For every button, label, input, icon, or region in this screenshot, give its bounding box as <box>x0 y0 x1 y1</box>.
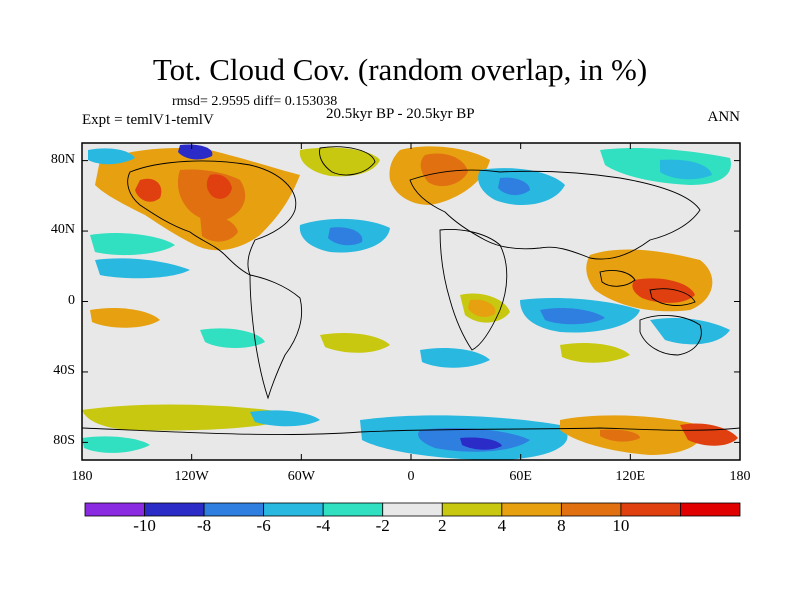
latitude-tick-label: 0 <box>68 292 75 308</box>
anomaly-patch <box>540 307 605 325</box>
colorbar-box <box>560 502 622 517</box>
anomaly-patch <box>135 178 162 202</box>
colorbar-tick-label: 8 <box>557 516 566 535</box>
map-title: Tot. Cloud Cov. (random overlap, in %) <box>152 52 648 87</box>
colorbar-box <box>84 502 145 517</box>
anomaly-patch <box>498 177 530 196</box>
colorbar-tick-label: 4 <box>497 516 507 535</box>
colorbar-box <box>263 502 324 517</box>
longitude-tick-label: 0 <box>407 469 415 484</box>
colorbar-tick-label: -6 <box>256 516 271 535</box>
latitude-tick-label: 40S <box>53 362 75 378</box>
colorbar-box <box>680 502 741 517</box>
period-label: 20.5kyr BP - 20.5kyr BP <box>326 106 475 122</box>
coastline <box>127 160 297 276</box>
colorbar-tick-label: 2 <box>438 516 447 535</box>
anomaly-patch <box>650 318 730 345</box>
anomaly-patch <box>82 404 300 431</box>
anomaly-patch <box>460 437 502 450</box>
anomaly-patch <box>95 258 190 279</box>
coastline <box>249 274 303 400</box>
longitude-tick-label: 180 <box>729 469 751 484</box>
anomaly-patch <box>420 348 490 368</box>
colorbar-box <box>322 502 384 517</box>
coastline <box>319 146 376 176</box>
coastline <box>82 427 740 435</box>
latitude-tick-label: 80N <box>50 151 75 167</box>
longitude-tick-label: 120E <box>615 469 646 484</box>
experiment-label: Expt = temlV1-temlV <box>82 112 214 128</box>
longitude-tick-label: 180 <box>71 469 93 484</box>
anomaly-patch <box>560 343 630 363</box>
colorbar-tick-label: -4 <box>316 516 331 535</box>
latitude-tick-label: 40N <box>50 222 75 238</box>
colorbar-box <box>620 502 681 517</box>
axis-ticks <box>81 143 741 460</box>
colorbar-tick-label: -10 <box>133 516 156 535</box>
colorbar <box>84 502 741 517</box>
anomaly-patch <box>178 144 213 160</box>
anomaly-patch <box>90 308 160 328</box>
anomaly-patch <box>200 328 265 348</box>
anomaly-patch <box>660 159 712 180</box>
anomaly-patch <box>600 429 640 442</box>
colorbar-tick-label: -2 <box>375 516 390 535</box>
colorbar-box <box>501 502 562 517</box>
coastline <box>639 315 702 356</box>
coastline <box>439 229 508 351</box>
anomaly-patch <box>90 233 175 256</box>
latitude-tick-label: 80S <box>53 433 75 449</box>
colorbar-box <box>441 502 503 517</box>
colorbar-box <box>382 502 443 517</box>
anomaly-patch <box>206 174 232 199</box>
longitude-tick-label: 60W <box>287 469 315 484</box>
anomaly-patch <box>250 410 320 427</box>
anomaly-patch <box>82 436 150 453</box>
season-label: ANN <box>707 109 741 125</box>
colorbar-tick-label: 10 <box>612 516 630 535</box>
colorbar-tick-label: -8 <box>196 516 212 535</box>
anomaly-patch <box>420 153 468 187</box>
colorbar-box <box>203 502 265 517</box>
coastline <box>599 269 636 287</box>
anomaly-patch <box>88 148 135 165</box>
anomaly-patch <box>200 214 238 242</box>
rmsd-diff-stats: rmsd= 2.9595 diff= 0.153038 <box>172 94 338 109</box>
anomaly-patch <box>632 278 695 303</box>
longitude-tick-label: 60E <box>509 469 532 484</box>
colorbar-box <box>144 502 205 517</box>
anomaly-patch <box>320 333 390 353</box>
coastline <box>649 288 696 306</box>
anomaly-patch <box>468 299 496 317</box>
anomaly-field <box>82 144 738 460</box>
longitude-tick-label: 120W <box>174 469 209 484</box>
anomaly-patch <box>328 227 363 246</box>
coastlines <box>82 146 740 435</box>
